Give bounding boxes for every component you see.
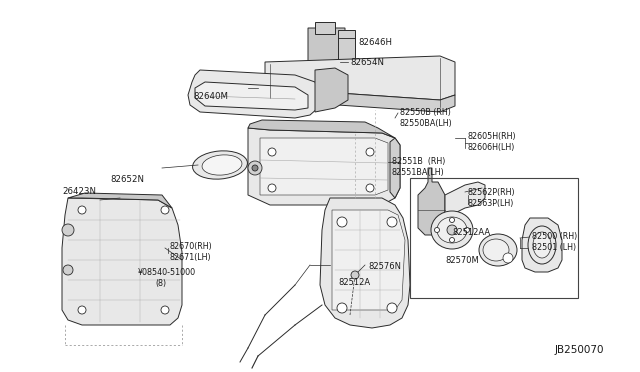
Polygon shape (338, 30, 355, 68)
Circle shape (252, 165, 258, 171)
Text: 82646H: 82646H (358, 38, 392, 47)
Text: (8): (8) (155, 279, 166, 288)
Polygon shape (248, 128, 400, 205)
Circle shape (503, 253, 513, 263)
Polygon shape (332, 210, 405, 310)
Circle shape (78, 206, 86, 214)
Ellipse shape (528, 226, 556, 264)
Text: 82551B  (RH): 82551B (RH) (392, 157, 445, 166)
Text: 82670(RH): 82670(RH) (170, 242, 212, 251)
Circle shape (447, 225, 457, 235)
Circle shape (161, 206, 169, 214)
Circle shape (435, 228, 440, 232)
Circle shape (366, 148, 374, 156)
Text: 82550BA(LH): 82550BA(LH) (400, 119, 452, 128)
Text: 82640M: 82640M (193, 92, 228, 101)
Circle shape (387, 217, 397, 227)
Circle shape (62, 224, 74, 236)
Text: JB250070: JB250070 (555, 345, 605, 355)
Text: 82512AA: 82512AA (452, 228, 490, 237)
Text: 82500 (RH): 82500 (RH) (532, 232, 577, 241)
Polygon shape (248, 120, 395, 138)
Ellipse shape (483, 239, 509, 261)
Text: ¥08540-51000: ¥08540-51000 (138, 268, 196, 277)
Polygon shape (445, 182, 485, 218)
Polygon shape (195, 82, 308, 110)
Circle shape (449, 237, 454, 243)
Text: 82605H(RH): 82605H(RH) (468, 132, 516, 141)
Text: 82562P(RH): 82562P(RH) (468, 188, 516, 197)
Circle shape (351, 271, 359, 279)
Text: 82512A: 82512A (338, 278, 370, 287)
Circle shape (337, 303, 347, 313)
Text: 82570M: 82570M (445, 256, 479, 265)
Polygon shape (68, 193, 172, 208)
Circle shape (387, 303, 397, 313)
Text: 82671(LH): 82671(LH) (170, 253, 212, 262)
Circle shape (268, 148, 276, 156)
Polygon shape (188, 70, 318, 118)
Text: 82652N: 82652N (110, 175, 144, 184)
Polygon shape (390, 138, 400, 198)
Polygon shape (265, 56, 455, 100)
Text: 82606H(LH): 82606H(LH) (468, 143, 515, 152)
Polygon shape (522, 218, 562, 272)
Ellipse shape (479, 234, 517, 266)
Polygon shape (315, 22, 335, 34)
Ellipse shape (202, 155, 242, 175)
Circle shape (161, 306, 169, 314)
Ellipse shape (533, 232, 551, 258)
Circle shape (366, 184, 374, 192)
Polygon shape (308, 28, 345, 72)
Circle shape (268, 184, 276, 192)
Circle shape (248, 161, 262, 175)
Circle shape (449, 218, 454, 222)
Ellipse shape (193, 151, 248, 179)
Circle shape (63, 265, 73, 275)
Text: 26423N: 26423N (62, 187, 96, 196)
Text: 82576N: 82576N (368, 262, 401, 271)
Text: 82654N: 82654N (350, 58, 384, 67)
Polygon shape (315, 68, 348, 112)
Polygon shape (418, 168, 445, 235)
Polygon shape (260, 138, 388, 195)
Polygon shape (265, 88, 455, 112)
Polygon shape (62, 198, 182, 325)
Circle shape (337, 217, 347, 227)
Text: 82550B (RH): 82550B (RH) (400, 108, 451, 117)
Circle shape (78, 306, 86, 314)
Circle shape (465, 228, 470, 232)
Bar (410, 178, 578, 298)
Text: 82563P(LH): 82563P(LH) (468, 199, 515, 208)
Polygon shape (320, 198, 410, 328)
Ellipse shape (437, 217, 467, 243)
Ellipse shape (431, 211, 473, 249)
Text: 82551BA(LH): 82551BA(LH) (392, 168, 445, 177)
Text: 82501 (LH): 82501 (LH) (532, 243, 576, 252)
